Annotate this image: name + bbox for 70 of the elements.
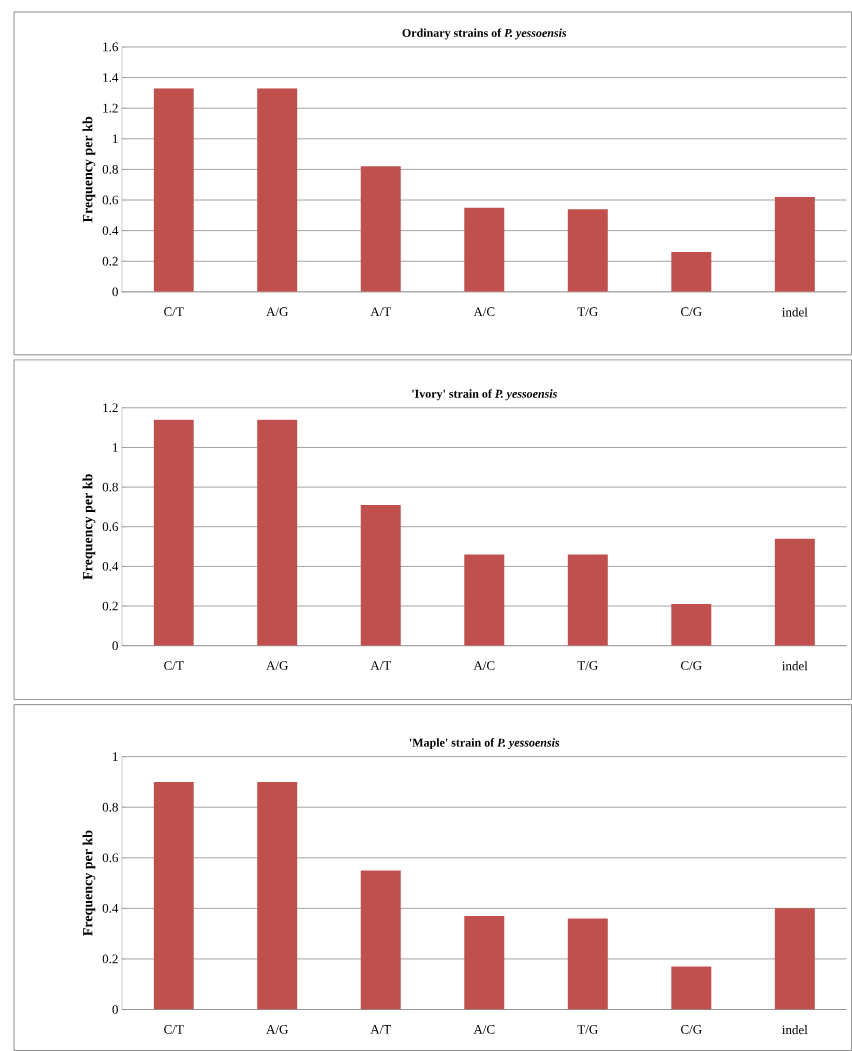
y-tick-label: 0.6: [102, 195, 118, 205]
bar: [464, 915, 505, 1010]
x-tick-label: C/T: [164, 661, 184, 670]
x-tick-label: T/G: [577, 661, 598, 670]
bar: [153, 88, 194, 292]
bar: [567, 918, 608, 1010]
x-tick-label: indel: [782, 307, 808, 317]
bar: [464, 207, 505, 292]
y-tick-label: 0.8: [102, 802, 118, 812]
y-tick-label: 0.6: [102, 853, 118, 863]
bar: [257, 419, 298, 646]
bar: [774, 196, 815, 292]
x-tick-label: C/G: [680, 1025, 702, 1034]
chart-title: Ordinary strains of P. yessoensis: [402, 28, 567, 40]
y-tick-label: 0: [112, 1005, 118, 1014]
x-tick-label: A/T: [370, 1025, 391, 1034]
x-tick-label: A/G: [266, 307, 288, 317]
y-tick-label: 0.2: [102, 256, 118, 266]
x-tick-label: C/G: [680, 661, 702, 670]
x-tick-label: C/T: [164, 307, 184, 317]
bar: [464, 554, 505, 646]
y-tick-label: 1.4: [103, 73, 119, 82]
y-tick-label: 1: [113, 443, 118, 452]
y-tick-label: 0.4: [102, 561, 119, 571]
y-tick-label: 0.4: [102, 226, 119, 236]
x-tick-label: C/T: [164, 1025, 184, 1034]
bar: [567, 209, 608, 292]
y-axis-title: Frequency per kb: [82, 116, 96, 223]
x-tick-label: A/C: [473, 1025, 495, 1034]
x-tick-label: A/G: [266, 661, 288, 670]
y-tick-label: 1.2: [103, 403, 118, 413]
chart-title: 'Ivory' strain of P. yessoensis: [412, 389, 557, 401]
y-tick-label: 0: [112, 641, 118, 651]
x-tick-label: A/T: [370, 661, 391, 670]
y-tick-label: 1.2: [103, 103, 118, 113]
y-tick-label: 0.8: [102, 482, 118, 492]
bar: [360, 504, 401, 646]
y-tick-label: 0.6: [102, 522, 118, 532]
bar: [360, 166, 401, 292]
x-tick-label: indel: [782, 1025, 808, 1035]
y-axis-title: Frequency per kb: [82, 830, 96, 936]
y-tick-label: 0.2: [102, 601, 118, 611]
y-tick-label: 0.8: [102, 165, 118, 174]
y-tick-label: 1: [113, 752, 118, 761]
y-tick-label: 0: [112, 287, 118, 297]
y-tick-label: 0.4: [102, 903, 119, 913]
bar: [257, 781, 298, 1010]
x-tick-label: T/G: [577, 307, 598, 317]
x-tick-label: A/T: [370, 307, 391, 317]
bar: [671, 966, 712, 1010]
bar: [567, 554, 608, 646]
x-tick-label: indel: [782, 661, 808, 671]
x-tick-label: C/G: [680, 307, 702, 317]
y-tick-label: 1: [113, 134, 118, 144]
bar: [774, 908, 815, 1010]
bar: [153, 781, 194, 1010]
bar: [671, 604, 712, 646]
bar: [153, 419, 194, 646]
y-tick-label: 0.2: [102, 954, 118, 964]
x-tick-label: A/C: [473, 661, 495, 670]
bar: [257, 88, 298, 292]
chart-title: 'Maple' strain of P. yessoensis: [409, 738, 560, 750]
y-tick-label: 1.6: [103, 42, 118, 52]
y-axis-title: Frequency per kb: [82, 474, 96, 580]
bar: [360, 870, 401, 1010]
bar: [671, 252, 712, 292]
x-tick-label: A/G: [266, 1025, 288, 1034]
x-tick-label: T/G: [577, 1025, 598, 1034]
bar: [774, 538, 815, 646]
x-tick-label: A/C: [473, 307, 495, 317]
